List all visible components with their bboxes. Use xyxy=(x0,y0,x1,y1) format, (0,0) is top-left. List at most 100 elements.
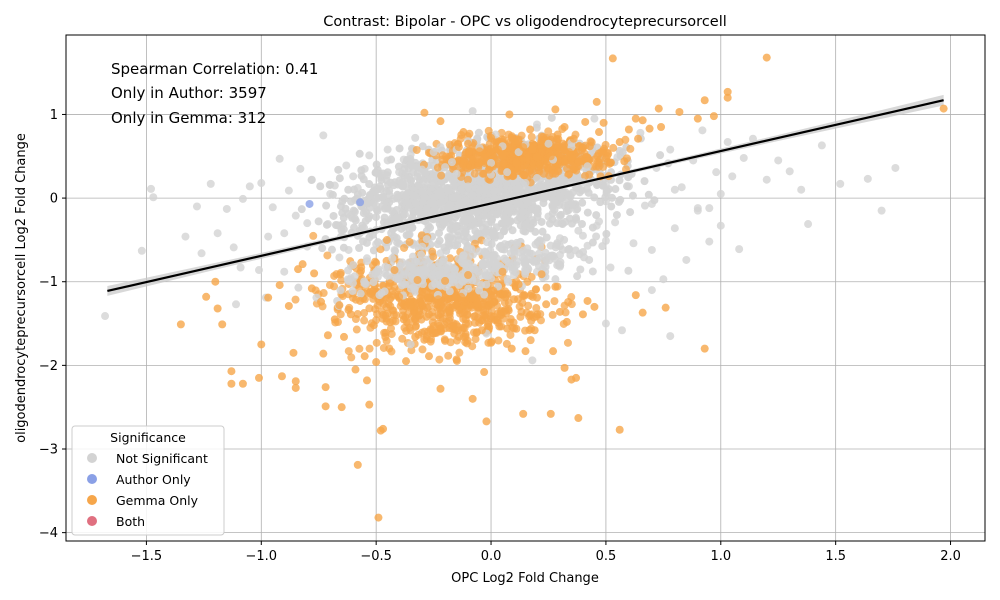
gemma-only-point xyxy=(526,125,535,134)
not-significant-point xyxy=(617,326,626,335)
cloud-point xyxy=(327,245,336,254)
cloud-point xyxy=(509,318,518,327)
gemma-only-point xyxy=(572,373,581,382)
cloud-point xyxy=(489,227,498,236)
cloud-point xyxy=(482,238,491,247)
not-significant-point xyxy=(390,245,399,254)
gemma-only-point xyxy=(595,128,604,137)
cloud-point xyxy=(372,213,381,222)
not-significant-point xyxy=(323,220,332,229)
cloud-point xyxy=(449,321,458,330)
not-significant-point xyxy=(503,168,512,177)
cloud-point xyxy=(430,204,439,213)
cloud-point xyxy=(316,182,325,191)
cloud-point xyxy=(624,266,633,275)
not-significant-point xyxy=(149,193,158,202)
not-significant-point xyxy=(797,185,806,194)
cloud-point xyxy=(334,165,343,174)
cloud-point xyxy=(362,238,371,247)
not-significant-point xyxy=(716,221,725,230)
not-significant-point xyxy=(406,150,415,159)
cloud-point xyxy=(443,301,452,310)
cloud-point xyxy=(512,238,521,247)
gemma-only-point xyxy=(638,308,647,317)
gemma-only-point xyxy=(291,377,300,386)
cloud-point xyxy=(387,347,396,356)
cloud-point xyxy=(539,199,548,208)
gemma-only-point xyxy=(254,373,263,382)
not-significant-point xyxy=(785,167,794,176)
cloud-point xyxy=(451,293,460,302)
cloud-point xyxy=(656,151,665,160)
gemma-only-point xyxy=(487,133,496,142)
gemma-only-point xyxy=(372,358,381,367)
gemma-only-point xyxy=(321,383,330,392)
cloud-point xyxy=(379,343,388,352)
cloud-point xyxy=(426,337,435,346)
cloud-point xyxy=(544,127,553,136)
cloud-point xyxy=(500,298,509,307)
cloud-point xyxy=(407,263,416,272)
cloud-point xyxy=(375,297,384,306)
gemma-only-point xyxy=(553,130,562,139)
cloud-point xyxy=(614,197,623,206)
not-significant-point xyxy=(487,274,496,283)
x-tick-label: −0.5 xyxy=(360,549,392,564)
cloud-point xyxy=(468,191,477,200)
cloud-point xyxy=(411,199,420,208)
cloud-point xyxy=(537,217,546,226)
cloud-point xyxy=(577,219,586,228)
gemma-only-point xyxy=(351,365,360,374)
cloud-point xyxy=(563,338,572,347)
not-significant-point xyxy=(213,229,222,238)
not-significant-point xyxy=(349,172,358,181)
cloud-point xyxy=(471,335,480,344)
cloud-point xyxy=(382,236,391,245)
y-axis-ticks: −4 −3 −2 −1 0 1 xyxy=(39,108,66,541)
x-axis-label: OPC Log2 Fold Change xyxy=(451,571,599,586)
cloud-point xyxy=(373,193,382,202)
x-tick-label: −1.5 xyxy=(131,549,163,564)
cloud-point xyxy=(585,170,594,179)
gemma-only-point xyxy=(464,271,473,280)
gemma-only-point xyxy=(487,338,496,347)
not-significant-point xyxy=(583,162,592,171)
not-significant-point xyxy=(624,182,633,191)
gemma-only-point xyxy=(560,363,569,372)
gemma-only-point xyxy=(218,320,227,329)
cloud-point xyxy=(444,294,453,303)
cloud-point xyxy=(484,302,493,311)
cloud-point xyxy=(458,309,467,318)
cloud-point xyxy=(477,281,486,290)
cloud-point xyxy=(418,345,427,354)
gemma-only-point xyxy=(498,150,507,159)
not-significant-point xyxy=(555,250,564,259)
cloud-point xyxy=(588,267,597,276)
not-significant-point xyxy=(381,262,390,271)
cloud-point xyxy=(337,276,346,285)
not-significant-point xyxy=(229,243,238,252)
cloud-point xyxy=(388,287,397,296)
cloud-point xyxy=(319,289,328,298)
cloud-point xyxy=(519,170,528,179)
gemma-only-point xyxy=(319,349,328,358)
not-significant-point xyxy=(475,186,484,195)
cloud-point xyxy=(524,301,533,310)
cloud-point xyxy=(515,302,524,311)
not-significant-point xyxy=(257,179,266,188)
not-significant-point xyxy=(264,232,273,241)
cloud-point xyxy=(506,217,515,226)
cloud-point xyxy=(365,180,374,189)
cloud-point xyxy=(338,197,347,206)
cloud-point xyxy=(576,265,585,274)
cloud-point xyxy=(490,194,499,203)
not-significant-point xyxy=(574,226,583,235)
cloud-point xyxy=(413,172,422,181)
gemma-only-point xyxy=(365,400,374,409)
not-significant-point xyxy=(640,201,649,210)
cloud-point xyxy=(398,334,407,343)
gemma-only-point xyxy=(461,315,470,324)
cloud-point xyxy=(437,191,446,200)
not-significant-point xyxy=(560,176,569,185)
gemma-only-point xyxy=(277,372,286,381)
